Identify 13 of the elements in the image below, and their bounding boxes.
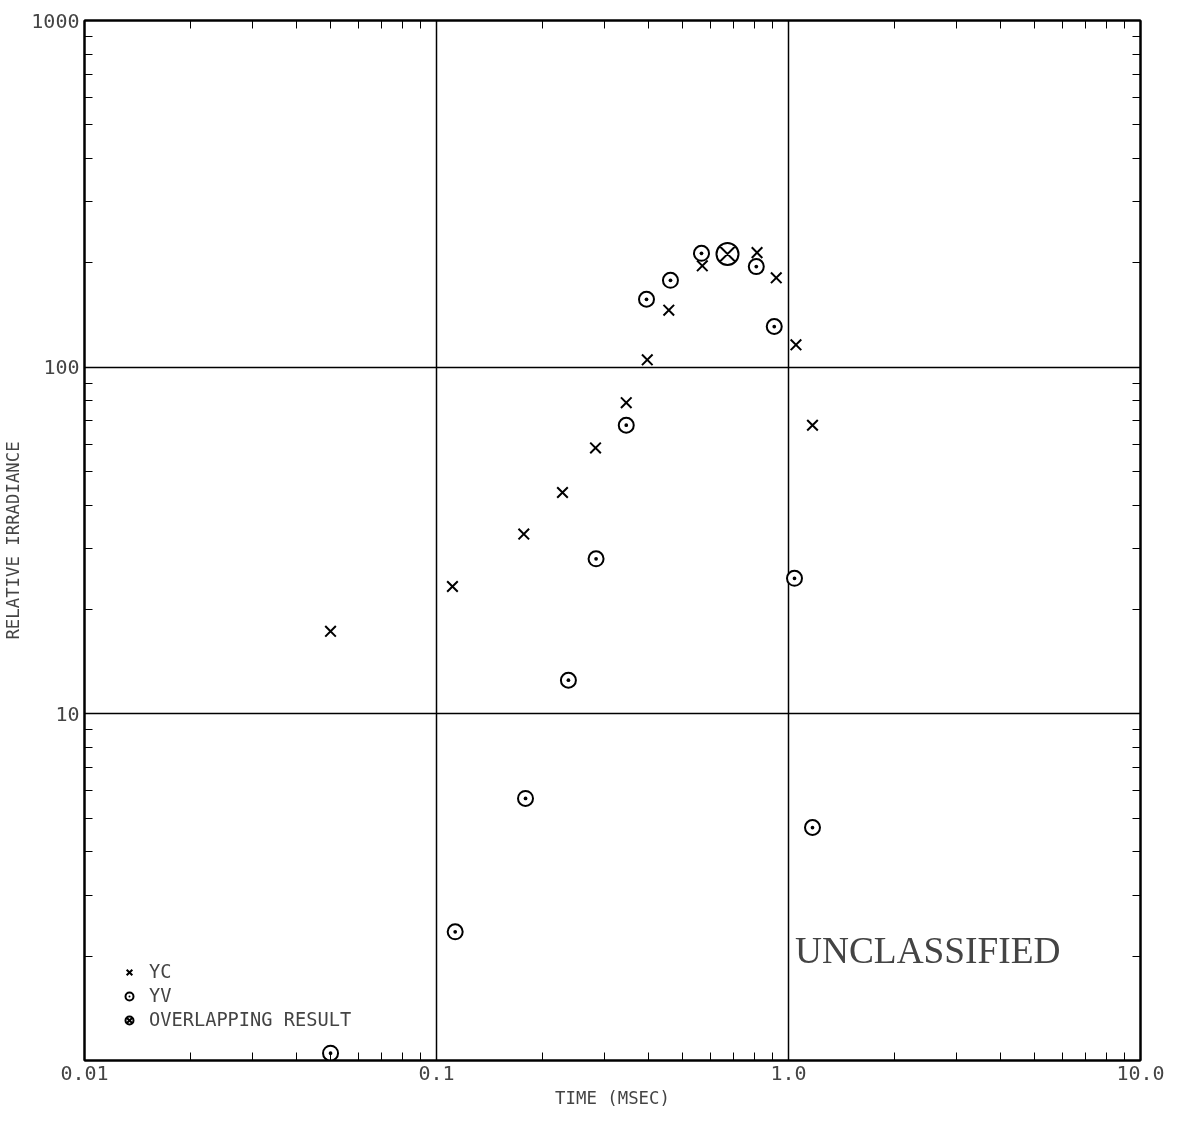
y-axis-title: RELATIVE IRRADIANCE (3, 441, 24, 640)
y-tick-label: 1000 (31, 8, 80, 33)
x-axis-title: TIME (MSEC) (555, 1087, 670, 1108)
x-tick-label: 0.01 (60, 1060, 109, 1085)
legend-label: OVERLAPPING RESULT (149, 1009, 352, 1030)
x-tick-label: 1.0 (770, 1060, 807, 1085)
y-tick-label: 100 (43, 355, 80, 380)
x-tick-label: 0.1 (418, 1060, 455, 1085)
x-tick-label: 10.0 (1116, 1060, 1165, 1085)
y-tick-label: 10 (55, 701, 80, 726)
annotation: UNCLASSIFIED (795, 929, 1061, 971)
legend-label: YC (149, 961, 173, 982)
legend-label: YV (149, 985, 173, 1006)
